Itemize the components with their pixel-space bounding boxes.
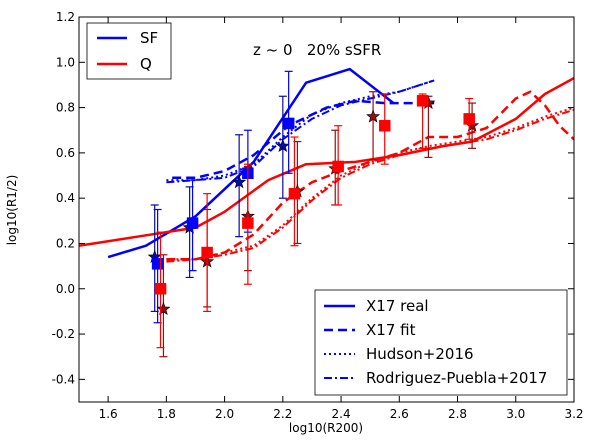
square-q-3 — [288, 187, 301, 200]
x-tick-label: 1.8 — [157, 407, 176, 421]
y-tick-label: 0.4 — [56, 191, 75, 205]
y-tick-label: 0.0 — [56, 282, 75, 296]
square-q-0 — [154, 283, 167, 295]
square-q-6 — [416, 95, 429, 107]
y-tick-label: -0.2 — [52, 327, 75, 341]
y-tick-label: -0.4 — [52, 372, 75, 386]
x-tick-label: 3.0 — [506, 407, 525, 421]
plot-area — [79, 67, 574, 358]
legend-color-frame — [86, 22, 172, 80]
square-q-4 — [332, 160, 344, 173]
y-tick-label: 1.2 — [56, 10, 75, 24]
y-tick-label: 0.6 — [56, 146, 75, 160]
x-tick-label: 3.2 — [564, 407, 583, 421]
axis-ticks: 1.6 1.8 2.0 2.2 2.4 2.6 2.8 3.0 3.2 -0.4 -0.2 0.0 0.… — [52, 10, 584, 421]
y-tick-label: 1.0 — [56, 55, 75, 69]
y-axis-title: log10(R1/2) — [5, 175, 19, 246]
legend-x17-real-label: X17 real — [366, 297, 429, 315]
legend-x17-fit-label: X17 fit — [366, 321, 416, 339]
square-q-5 — [378, 119, 391, 132]
legend-style-frame — [314, 289, 568, 396]
plot-data-layer — [79, 67, 574, 358]
square-q-1 — [201, 246, 213, 259]
square-q-2 — [242, 217, 254, 229]
legend-hudson-label: Hudson+2016 — [366, 345, 474, 363]
x-axis-title: log10(R200) — [289, 421, 363, 435]
legend-style: X17 real X17 fit Hudson+2016 Rodriguez-P… — [314, 289, 568, 396]
x-tick-label: 2.4 — [332, 407, 351, 421]
square-q-7 — [463, 113, 475, 125]
plot-frame — [78, 16, 575, 403]
x-tick-label: 2.0 — [215, 407, 234, 421]
legend-q-label: Q — [140, 55, 152, 73]
square-sf-1 — [186, 217, 199, 229]
x-tick-label: 2.8 — [448, 407, 467, 421]
x-tick-label: 2.2 — [273, 407, 292, 421]
legend-sf-label: SF — [140, 29, 158, 47]
legend-color: SF Q — [86, 22, 172, 80]
legend-rodriguez-label: Rodriguez-Puebla+2017 — [366, 369, 547, 387]
x-tick-label: 1.6 — [99, 407, 118, 421]
star-sf-2 — [232, 174, 247, 189]
y-tick-label: 0.8 — [56, 101, 75, 115]
x-tick-label: 2.6 — [390, 407, 409, 421]
star-q-0 — [156, 301, 171, 316]
star-sf-3 — [275, 138, 290, 153]
chart-annotation: z ~ 0 20% sSFR — [253, 41, 381, 59]
series-line-sf-solid — [107, 67, 395, 259]
series-line-q-dashed — [166, 90, 574, 261]
series-line-q-dashdot — [166, 108, 574, 263]
series-line-q-solid — [79, 77, 574, 247]
y-tick-label: 0.2 — [56, 236, 75, 250]
series-line-sf-dotted — [166, 79, 435, 182]
square-sf-3 — [282, 117, 295, 130]
square-sf-0 — [151, 258, 164, 270]
star-q-5 — [366, 109, 381, 123]
